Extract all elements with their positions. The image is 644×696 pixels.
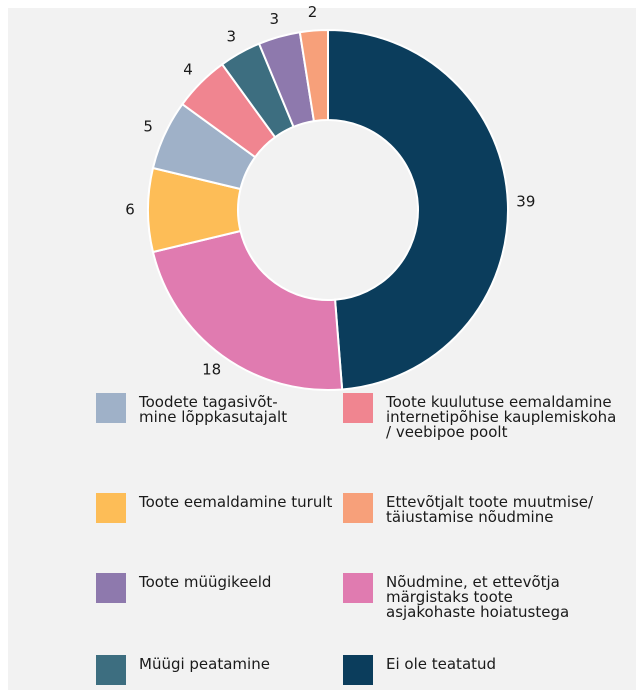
legend-swatch <box>343 655 373 685</box>
legend-label: Toote eemaldamine turult <box>138 493 333 511</box>
data-label: 3 <box>226 28 236 46</box>
legend-swatch <box>343 573 373 603</box>
legend-label: Ettevõtjalt toote muutmise/täiustamise n… <box>386 493 594 526</box>
slice <box>298 28 329 123</box>
data-label: 6 <box>125 201 135 219</box>
legend-swatch <box>96 655 126 685</box>
legend-label: Toote müügikeeld <box>138 573 271 591</box>
legend-swatch <box>96 573 126 603</box>
legend-label: Nõudmine, et ettevõtja märgistaks toote as… <box>386 573 569 621</box>
slice <box>151 229 344 391</box>
legend-swatch <box>96 493 126 523</box>
data-label: 39 <box>516 193 535 211</box>
data-label: 2 <box>308 3 318 21</box>
data-label: 4 <box>183 60 193 78</box>
legend-label: Toodete tagasivõt-mine lõppkasutajalt <box>138 393 287 426</box>
legend-label: Ei ole teatatud <box>386 655 496 673</box>
legend-label: Toote kuulutuse eemaldamine internetipõhi… <box>385 393 616 441</box>
data-label: 5 <box>143 118 153 136</box>
slice <box>327 28 509 391</box>
legend-swatch <box>343 393 373 423</box>
data-label: 3 <box>269 10 279 28</box>
legend-label: Müügi peatamine <box>139 655 270 673</box>
data-label: 18 <box>202 361 221 379</box>
legend-swatch <box>343 493 373 523</box>
legend-swatch <box>96 393 126 423</box>
